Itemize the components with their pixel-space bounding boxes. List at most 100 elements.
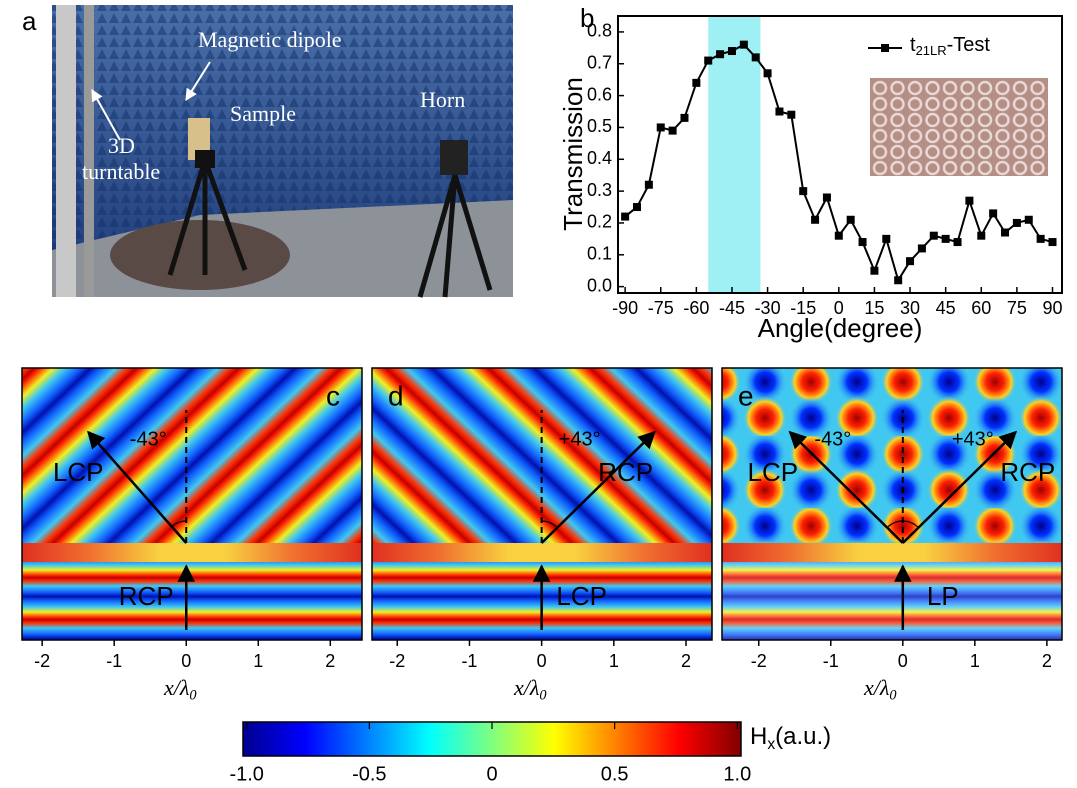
legend-label-sub: 21LR [916, 43, 947, 58]
ring [995, 128, 1010, 144]
ring [942, 112, 958, 128]
data-point [953, 238, 962, 247]
ring [907, 112, 923, 128]
ring [907, 96, 923, 112]
data-point [668, 126, 677, 135]
y-tick-label: 0.5 [587, 116, 612, 136]
y-tick-label: 0.8 [587, 21, 612, 41]
ring [977, 96, 993, 112]
ring [960, 112, 975, 128]
field-upper [722, 368, 1062, 543]
photo-label: Magnetic dipole [198, 27, 342, 52]
ring [890, 144, 905, 160]
plot-frame [617, 15, 1063, 294]
legend-label-part: -Test [947, 34, 991, 56]
ring [1030, 160, 1045, 176]
angle-label: -43° [814, 428, 851, 450]
panel-letter: b [580, 3, 594, 33]
angle-arc [541, 520, 558, 528]
ring [872, 112, 888, 128]
angle-label: +43° [952, 428, 994, 450]
data-point [929, 231, 938, 240]
ring [942, 144, 958, 160]
y-tick-label: 0.3 [587, 180, 612, 200]
y-tick-label: 0.2 [587, 212, 612, 232]
photo-label: Horn [420, 87, 465, 112]
polarization-label: RCP [119, 581, 174, 611]
wave-arrow [788, 430, 904, 544]
data-point [1012, 218, 1021, 227]
data-point [799, 187, 808, 196]
x-tick-label: 0 [537, 651, 547, 671]
ring [1030, 144, 1045, 160]
ring [977, 112, 993, 128]
data-point [858, 238, 867, 247]
data-point [692, 78, 701, 87]
field-upper [372, 368, 712, 543]
inset-photo [870, 78, 1048, 176]
x-axis-label: x/λ0 [163, 675, 197, 704]
x-axis-label: Angle(degree) [758, 313, 923, 343]
ring [925, 112, 940, 128]
photo-label: Sample [230, 101, 296, 126]
ring [977, 128, 993, 144]
field-lower [22, 562, 362, 640]
wave-arrow [87, 430, 188, 544]
x-tick-label: 1 [253, 651, 263, 671]
ring [1012, 144, 1028, 160]
legend-label: t21LR-Test [910, 34, 990, 58]
x-tick-label: 2 [325, 651, 335, 671]
highlight-band [708, 16, 761, 293]
photo [52, 5, 513, 298]
x-tick-label: 1 [609, 651, 619, 671]
polarization-label: LP [927, 581, 959, 611]
legend-marker [881, 44, 889, 52]
data-point [739, 40, 748, 49]
data-point [917, 244, 926, 253]
ring [960, 128, 975, 144]
data-point [787, 110, 796, 119]
metasurface [22, 543, 362, 562]
data-point [775, 107, 784, 116]
ring [1012, 160, 1028, 176]
x-tick-label: 90 [1042, 298, 1062, 318]
x-tick-label: 2 [681, 651, 691, 671]
ring [890, 160, 905, 176]
x-tick-label: -15 [790, 298, 816, 318]
data-point [811, 215, 820, 224]
panel-frame [721, 367, 1063, 641]
ring [925, 80, 940, 96]
ring [1012, 80, 1028, 96]
data-point [846, 215, 855, 224]
x-tick-label: -90 [612, 298, 638, 318]
ring [995, 80, 1010, 96]
colorbar-tick-label: 0.5 [601, 763, 629, 785]
panel-frame [21, 367, 363, 641]
y-axis-label: Transmission [558, 77, 588, 231]
polarization-label: RCP [1000, 457, 1055, 487]
ring [960, 80, 975, 96]
data-point [680, 113, 689, 122]
polarization-label: RCP [598, 457, 653, 487]
ring [872, 80, 888, 96]
data-point [870, 266, 879, 275]
data-point [751, 53, 760, 62]
field-lower [722, 562, 1062, 640]
x-axis-label-sub: 0 [189, 688, 196, 704]
data-point [894, 276, 903, 285]
x-axis-label-part: x/λ [863, 675, 889, 700]
x-tick-label: -1 [823, 651, 839, 671]
x-tick-label: 75 [1007, 298, 1027, 318]
data-point [941, 234, 950, 243]
ring [925, 128, 940, 144]
data-point [1024, 215, 1033, 224]
x-tick-label: -30 [755, 298, 781, 318]
data-point [716, 50, 725, 59]
x-tick-label: -1 [106, 651, 122, 671]
ring [942, 80, 958, 96]
data-point [763, 69, 772, 78]
ring [907, 160, 923, 176]
ring [890, 112, 905, 128]
x-tick-label: 0 [181, 651, 191, 671]
